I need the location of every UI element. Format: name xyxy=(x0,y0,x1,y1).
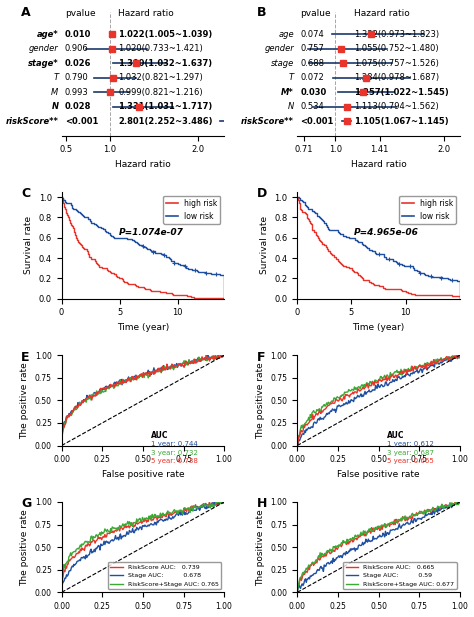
Text: T: T xyxy=(289,73,294,82)
Text: 0.688: 0.688 xyxy=(301,59,325,68)
Text: 1.105(1.067~1.145): 1.105(1.067~1.145) xyxy=(354,117,449,125)
Text: 0.010: 0.010 xyxy=(65,30,91,39)
Text: 1.020(0.733~1.421): 1.020(0.733~1.421) xyxy=(118,44,203,53)
Text: A: A xyxy=(21,6,31,19)
Text: gender: gender xyxy=(28,44,58,53)
Text: F: F xyxy=(256,350,265,363)
Text: C: C xyxy=(21,186,30,200)
Text: 1.332(0.973~1.823): 1.332(0.973~1.823) xyxy=(354,30,439,39)
Text: 1.331(1.031~1.717): 1.331(1.031~1.717) xyxy=(118,102,213,111)
X-axis label: Hazard ratio: Hazard ratio xyxy=(115,160,171,169)
Text: <0.001: <0.001 xyxy=(301,117,334,125)
Text: 0.030: 0.030 xyxy=(301,88,327,96)
Text: 3 year: 0.732: 3 year: 0.732 xyxy=(151,450,198,455)
Text: 1 year: 0.744: 1 year: 0.744 xyxy=(151,441,198,447)
Text: 0.534: 0.534 xyxy=(301,102,324,111)
Text: 1.032(0.821~1.297): 1.032(0.821~1.297) xyxy=(118,73,203,82)
Legend: high risk, low risk: high risk, low risk xyxy=(164,196,220,224)
X-axis label: Hazard ratio: Hazard ratio xyxy=(351,160,406,169)
Text: stage*: stage* xyxy=(28,59,58,68)
Text: riskScore**: riskScore** xyxy=(6,117,58,125)
Y-axis label: The positive rate: The positive rate xyxy=(256,509,265,586)
Text: AUC: AUC xyxy=(387,431,404,441)
Text: N: N xyxy=(51,102,58,111)
Text: 2.801(2.252~3.486): 2.801(2.252~3.486) xyxy=(118,117,213,125)
Text: 0.074: 0.074 xyxy=(301,30,324,39)
Y-axis label: Survival rate: Survival rate xyxy=(260,217,269,275)
Text: M*: M* xyxy=(281,88,294,96)
X-axis label: False positive rate: False positive rate xyxy=(101,470,184,479)
X-axis label: Time (year): Time (year) xyxy=(117,323,169,332)
X-axis label: Time (year): Time (year) xyxy=(352,323,405,332)
Text: M: M xyxy=(51,88,58,96)
Text: stage: stage xyxy=(271,59,294,68)
Text: pvalue: pvalue xyxy=(65,9,95,18)
Text: 0.028: 0.028 xyxy=(65,102,91,111)
Text: 0.757: 0.757 xyxy=(301,44,324,53)
Text: E: E xyxy=(21,350,29,363)
Text: P=4.965e-06: P=4.965e-06 xyxy=(354,228,419,237)
Text: pvalue: pvalue xyxy=(301,9,331,18)
Text: Hazard ratio: Hazard ratio xyxy=(354,9,410,18)
X-axis label: False positive rate: False positive rate xyxy=(337,470,420,479)
Text: <0.001: <0.001 xyxy=(65,117,98,125)
Text: 5 year: 0.665: 5 year: 0.665 xyxy=(387,458,433,464)
Text: T: T xyxy=(53,73,58,82)
Text: 1.055(0.752~1.480): 1.055(0.752~1.480) xyxy=(354,44,439,53)
Text: D: D xyxy=(256,186,267,200)
Y-axis label: Survival rate: Survival rate xyxy=(24,217,33,275)
Text: 0.999(0.821~1.216): 0.999(0.821~1.216) xyxy=(118,88,203,96)
Text: 1.300(1.032~1.637): 1.300(1.032~1.637) xyxy=(118,59,213,68)
Text: N: N xyxy=(288,102,294,111)
Text: age*: age* xyxy=(37,30,58,39)
Text: 0.993: 0.993 xyxy=(65,88,89,96)
Legend: RiskScore AUC:   0.739, Stage AUC:          0.678, RiskScore+Stage AUC: 0.765: RiskScore AUC: 0.739, Stage AUC: 0.678, … xyxy=(108,562,221,589)
Text: 0.906: 0.906 xyxy=(65,44,89,53)
Text: 0.790: 0.790 xyxy=(65,73,89,82)
Text: Hazard ratio: Hazard ratio xyxy=(118,9,174,18)
Text: B: B xyxy=(256,6,266,19)
Text: 1.284(0.978~1.687): 1.284(0.978~1.687) xyxy=(354,73,439,82)
Text: 1 year: 0.612: 1 year: 0.612 xyxy=(387,441,434,447)
Text: G: G xyxy=(21,497,31,510)
Text: riskScore**: riskScore** xyxy=(241,117,294,125)
Legend: RiskScore AUC:   0.665, Stage AUC:          0.59, RiskScore+Stage AUC: 0.677: RiskScore AUC: 0.665, Stage AUC: 0.59, R… xyxy=(343,562,456,589)
Text: age: age xyxy=(278,30,294,39)
Text: 0.026: 0.026 xyxy=(65,59,91,68)
Text: H: H xyxy=(256,497,267,510)
Text: P=1.074e-07: P=1.074e-07 xyxy=(118,228,183,237)
Y-axis label: The positive rate: The positive rate xyxy=(256,362,265,439)
Text: AUC: AUC xyxy=(151,431,168,441)
Y-axis label: The positive rate: The positive rate xyxy=(20,509,29,586)
Text: 0.072: 0.072 xyxy=(301,73,324,82)
Text: 3 year: 0.687: 3 year: 0.687 xyxy=(387,450,434,455)
Y-axis label: The positive rate: The positive rate xyxy=(20,362,29,439)
Text: 5 year: 0.738: 5 year: 0.738 xyxy=(151,458,198,464)
Text: gender: gender xyxy=(264,44,294,53)
Text: 1.022(1.005~1.039): 1.022(1.005~1.039) xyxy=(118,30,213,39)
Text: 1.075(0.757~1.526): 1.075(0.757~1.526) xyxy=(354,59,439,68)
Text: 1.113(0.794~1.562): 1.113(0.794~1.562) xyxy=(354,102,439,111)
Legend: high risk, low risk: high risk, low risk xyxy=(399,196,456,224)
Text: 1.257(1.022~1.545): 1.257(1.022~1.545) xyxy=(354,88,449,96)
